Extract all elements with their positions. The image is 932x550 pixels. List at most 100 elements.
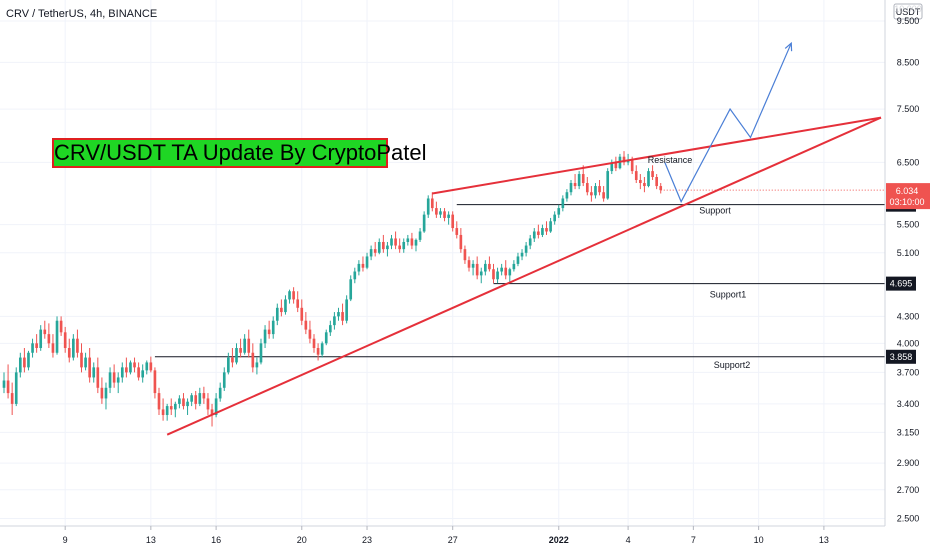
time-axis[interactable]: 9 13 16 20 23 27 2022 4 7 10 13 bbox=[0, 525, 885, 545]
candle bbox=[165, 403, 169, 421]
candle bbox=[369, 245, 373, 261]
candle bbox=[312, 334, 316, 353]
candle bbox=[125, 357, 128, 378]
level-price-label: 4.695 bbox=[890, 279, 913, 289]
candle bbox=[51, 334, 55, 358]
candle bbox=[231, 348, 234, 368]
candle bbox=[479, 267, 483, 284]
candle bbox=[443, 208, 446, 222]
candle bbox=[206, 393, 210, 416]
candle bbox=[137, 362, 140, 381]
candle bbox=[524, 241, 528, 257]
candle bbox=[386, 241, 389, 257]
candle bbox=[186, 398, 189, 416]
candle bbox=[528, 234, 532, 250]
candle bbox=[361, 256, 365, 272]
price-axis[interactable]: USDT 10.000 9.500 8.500 7.500 6.500 5.500 5.1… bbox=[884, 0, 930, 526]
candle bbox=[353, 267, 357, 284]
level-price-tag bbox=[886, 276, 916, 291]
support-level-name: Support bbox=[699, 206, 731, 216]
chart-gridlines bbox=[0, 0, 885, 526]
candle bbox=[606, 168, 610, 200]
candle bbox=[267, 320, 271, 339]
candle bbox=[390, 234, 393, 250]
candle bbox=[178, 395, 181, 409]
candle bbox=[557, 204, 561, 218]
time-tick-label: 13 bbox=[146, 535, 156, 545]
price-tick-top-partial: 10.000 bbox=[894, 4, 922, 14]
candle bbox=[435, 201, 438, 218]
candle bbox=[590, 186, 593, 202]
time-tick-label: 7 bbox=[691, 535, 696, 545]
candle bbox=[100, 377, 104, 404]
candle bbox=[149, 356, 153, 373]
candle bbox=[198, 387, 202, 407]
candle bbox=[492, 263, 495, 284]
price-tick-label: 2.500 bbox=[897, 513, 920, 523]
candle bbox=[382, 234, 385, 253]
time-tick-label: 4 bbox=[626, 535, 631, 545]
candle bbox=[471, 260, 475, 276]
candle bbox=[43, 320, 47, 339]
candle bbox=[537, 224, 540, 239]
candle bbox=[320, 341, 324, 358]
candle bbox=[430, 192, 434, 212]
candle bbox=[104, 382, 108, 410]
candle bbox=[141, 364, 145, 383]
candle bbox=[475, 256, 479, 280]
candle bbox=[333, 312, 336, 330]
candle bbox=[504, 260, 508, 280]
candle bbox=[271, 316, 275, 339]
candlesticks bbox=[2, 151, 663, 427]
candle bbox=[398, 238, 401, 253]
currency-badge[interactable] bbox=[893, 3, 923, 20]
candle bbox=[500, 263, 503, 276]
candle bbox=[373, 241, 377, 257]
candle bbox=[610, 159, 614, 175]
candle bbox=[532, 228, 536, 242]
candle bbox=[27, 350, 30, 371]
candle bbox=[304, 312, 308, 335]
candle bbox=[296, 291, 300, 313]
candle bbox=[594, 183, 597, 199]
candle bbox=[643, 177, 646, 193]
chart-annotations: Support Support1 Support2 Resistance bbox=[648, 155, 751, 370]
candle bbox=[549, 217, 552, 233]
price-tick-label: 3.400 bbox=[897, 399, 920, 409]
candle bbox=[39, 325, 43, 351]
candle bbox=[284, 295, 287, 315]
candle bbox=[247, 329, 251, 358]
candle bbox=[194, 390, 198, 410]
candle bbox=[169, 398, 173, 416]
candle bbox=[182, 393, 185, 410]
support-level-name: Support2 bbox=[714, 360, 751, 370]
candle bbox=[222, 367, 226, 391]
candle bbox=[112, 364, 116, 388]
candle bbox=[63, 326, 67, 353]
candle bbox=[6, 364, 10, 399]
level-price-label: 3.858 bbox=[890, 352, 913, 362]
candle bbox=[447, 211, 450, 225]
candle bbox=[439, 208, 442, 218]
candle bbox=[569, 180, 573, 196]
candle bbox=[357, 260, 361, 276]
candle bbox=[655, 174, 658, 190]
candle bbox=[488, 256, 491, 272]
candle bbox=[251, 343, 255, 373]
candle bbox=[484, 260, 487, 276]
candle bbox=[651, 165, 654, 181]
candle bbox=[255, 357, 259, 375]
candle bbox=[573, 174, 577, 190]
candle bbox=[520, 249, 524, 261]
current-price-tag bbox=[886, 183, 930, 210]
candle bbox=[324, 329, 328, 346]
candle bbox=[402, 238, 406, 253]
current-price-label: 6.034 bbox=[896, 186, 919, 196]
candle bbox=[365, 252, 369, 270]
time-tick-label: 2022 bbox=[549, 535, 569, 545]
candle bbox=[300, 299, 304, 326]
price-tick-label: 4.300 bbox=[897, 311, 920, 321]
candle bbox=[459, 228, 463, 253]
candle bbox=[243, 334, 246, 355]
